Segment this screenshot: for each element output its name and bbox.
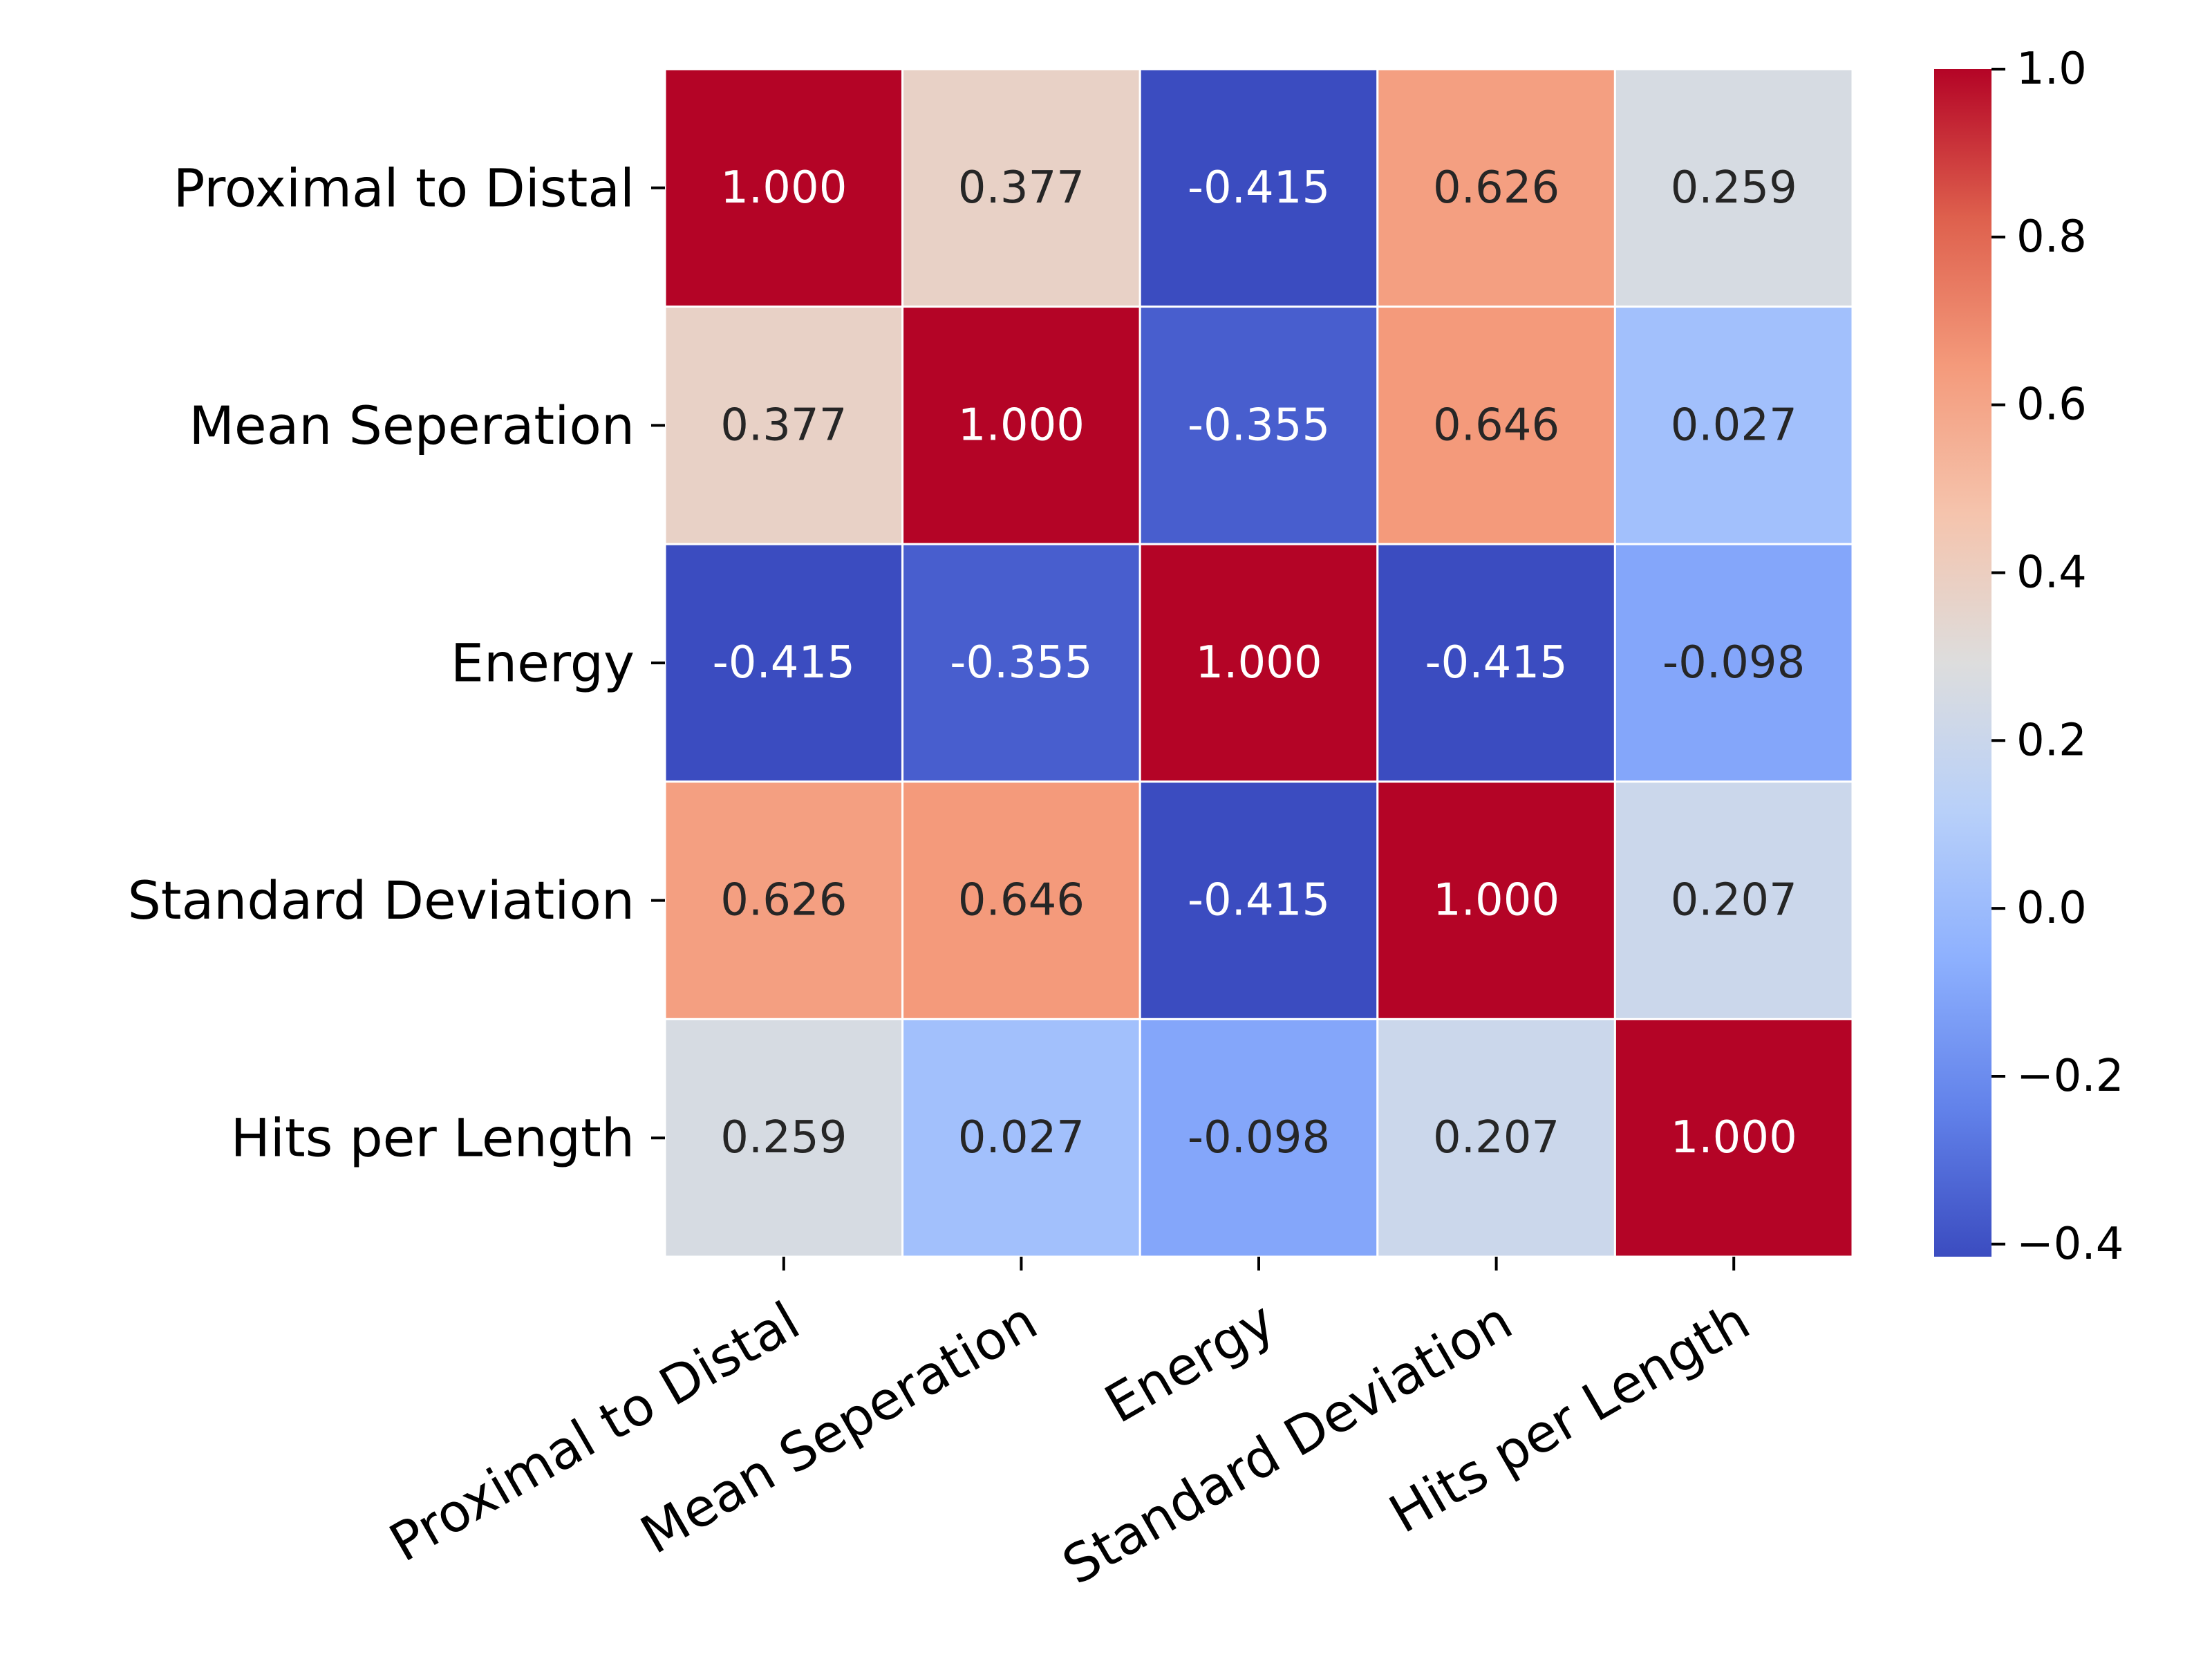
colorbar-tick-label: −0.4 [2016,1219,2124,1270]
x-tick-label: Standard Deviation [1052,1290,1522,1597]
heatmap-cell [901,68,1141,308]
colorbar-tick-label: 0.0 [2016,883,2087,934]
heatmap-cell [1613,780,1854,1020]
heatmap-cell-label: -0.355 [1188,400,1330,451]
colorbar-tick-label: 0.4 [2016,547,2087,598]
heatmap-cell-label: 0.259 [720,1112,847,1163]
colorbar-tick-label: 0.8 [2016,212,2087,263]
x-tick-label: Mean Seperation [630,1290,1047,1566]
heatmap-cell-label: -0.415 [1188,875,1330,926]
heatmap-cell-label: 0.626 [1433,162,1559,214]
heatmap-cell-label: 1.000 [1433,875,1559,926]
heatmap-cell-label: 0.259 [1671,162,1797,214]
heatmap-cell-labels: 1.000 0.377 -0.415 0.626 0.259 0.377 1.000 -0.3… [713,162,1806,1163]
heatmap-cell-label: 1.000 [720,162,847,214]
heatmap-cell [664,68,904,308]
heatmap-cell-label: -0.415 [1188,162,1330,214]
colorbar-tick-label: 0.6 [2016,379,2087,431]
colorbar-tick-label: 1.0 [2016,44,2087,95]
colorbar: −0.4 −0.2 0.0 0.2 0.4 0.6 0.8 1.0 [1934,44,2124,1270]
x-tick-label: Energy [1094,1290,1284,1435]
heatmap-cell-label: -0.098 [1662,637,1805,688]
x-tick-label: Proximal to Distal [379,1290,809,1574]
heatmap-cell-label: 1.000 [1671,1112,1797,1163]
heatmap-cell [901,1018,1141,1258]
heatmap-cell-label: 0.646 [958,875,1085,926]
y-tick-label: Proximal to Distal [174,157,635,218]
heatmap-cell [1138,306,1379,545]
heatmap-cell [1138,68,1379,308]
heatmap-cell-label: 0.027 [958,1112,1085,1163]
heatmap-cell [1613,306,1854,545]
heatmap-cells [664,68,1854,1258]
colorbar-tick-label: 0.2 [2016,715,2087,766]
y-tick-label: Standard Deviation [128,870,635,931]
heatmap-cell-label: 0.377 [720,400,847,451]
heatmap-cell-label: 0.207 [1433,1112,1559,1163]
heatmap-cell [1138,543,1379,783]
heatmap-cell [1613,68,1854,308]
heatmap-cell-label: -0.415 [713,637,855,688]
heatmap-cell [1376,543,1616,783]
colorbar-gradient [1934,69,1991,1257]
heatmap-cell-label: -0.355 [950,637,1092,688]
heatmap-cell [664,306,904,545]
heatmap-cell-label: 0.646 [1433,400,1559,451]
y-tick-label: Mean Seperation [189,395,635,456]
y-tick-label: Hits per Length [231,1107,635,1169]
heatmap-cell [1376,68,1616,308]
heatmap-cell [1138,780,1379,1020]
heatmap-cell [664,1018,904,1258]
heatmap-cell-label: 1.000 [958,400,1085,451]
y-axis: Proximal to Distal Mean Seperation Energy S… [128,157,665,1169]
heatmap-cell [901,543,1141,783]
heatmap-cell [1138,1018,1379,1258]
heatmap-cell-label: 0.626 [720,875,847,926]
colorbar-tick-label: −0.2 [2016,1051,2124,1102]
heatmap-cell-label: -0.098 [1188,1112,1330,1163]
heatmap-cell-label: 1.000 [1195,637,1322,688]
heatmap-cell [901,780,1141,1020]
heatmap-cell-label: 0.027 [1671,400,1797,451]
heatmap-cell-label: -0.415 [1425,637,1567,688]
y-tick-label: Energy [451,632,635,694]
heatmap-cell-label: 0.207 [1671,875,1797,926]
heatmap-cell [1613,1018,1854,1258]
heatmap-cell [1613,543,1854,783]
heatmap-cell-label: 0.377 [958,162,1085,214]
heatmap-cell [1376,780,1616,1020]
